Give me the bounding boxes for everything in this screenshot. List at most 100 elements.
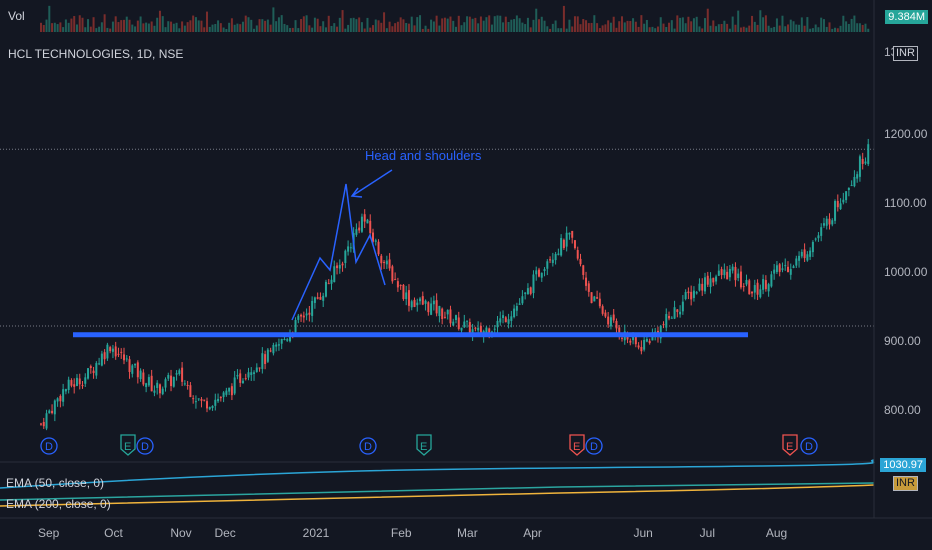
candle-body (538, 269, 540, 277)
candle-body (659, 325, 662, 339)
volume-bar (297, 28, 300, 32)
candle-body (842, 199, 845, 203)
pattern-annotation[interactable]: Head and shoulders (365, 148, 482, 163)
volume-bar (457, 15, 460, 33)
ema50-legend[interactable]: EMA (50, close, 0) (6, 476, 105, 490)
volume-bar (228, 22, 231, 32)
volume-bar (662, 23, 665, 32)
candle-body (811, 241, 814, 253)
volume-bar (175, 22, 178, 32)
volume-bar (305, 15, 308, 32)
dividend-marker (40, 437, 58, 455)
candle-body (800, 251, 803, 257)
candle-body (452, 321, 455, 326)
symbol-title[interactable]: HCL TECHNOLOGIES, 1D, NSE (8, 47, 184, 61)
candle-body (679, 311, 682, 315)
candle-body (839, 203, 842, 210)
volume-bar (236, 23, 239, 32)
volume-bar (211, 24, 214, 32)
volume-bar (388, 21, 391, 32)
candle-body (294, 320, 297, 333)
candle-body (142, 372, 145, 385)
candle-body (739, 271, 742, 288)
y-tick-label: 900.00 (884, 334, 921, 348)
volume-bar (648, 27, 651, 32)
candle-body (557, 253, 560, 255)
candle-body (441, 308, 444, 319)
candle-body (147, 377, 150, 386)
dividend-marker (136, 437, 154, 455)
candle-body (858, 156, 861, 177)
volume-bar (244, 15, 247, 32)
candle-body (457, 317, 460, 329)
volume-bar (114, 16, 117, 32)
candle-body (208, 407, 211, 410)
volume-bar (308, 25, 311, 32)
candle-body (504, 317, 507, 323)
candle-body (228, 387, 231, 392)
volume-bar (621, 16, 623, 32)
candle-body (134, 363, 137, 366)
volume-bar (515, 15, 518, 32)
candle-body (308, 312, 311, 315)
volume-bar (679, 17, 682, 32)
volume-bar (64, 19, 67, 32)
volume-bar (51, 23, 54, 32)
volume-bar (98, 26, 101, 32)
candle-body (336, 265, 339, 269)
volume-bar (197, 20, 200, 32)
candle-body (438, 305, 441, 316)
candle-body (701, 283, 704, 291)
volume-bar (103, 14, 106, 33)
volume-bar (419, 15, 422, 32)
candle-body (289, 334, 291, 342)
candle-body (560, 238, 563, 256)
volume-bar (532, 19, 535, 32)
candle-body (62, 389, 65, 402)
y-tick-label: 1100.00 (884, 196, 927, 210)
dividend-marker (359, 437, 377, 455)
volume-bar (836, 28, 839, 32)
candle-body (784, 265, 787, 267)
candle-body (468, 322, 471, 335)
candle-body (200, 399, 203, 401)
price-axis[interactable]: 1200.00 1100.00 1000.00 900.00 800.00 (884, 127, 928, 417)
volume-bar (789, 19, 792, 32)
volume-bar (156, 17, 159, 32)
volume-bar (73, 16, 76, 32)
volume-bar (709, 25, 712, 32)
volume-bar (336, 26, 339, 32)
x-tick-label: Jun (634, 526, 653, 540)
candle-body (106, 344, 109, 359)
candle-body (258, 367, 261, 369)
volume-bar (681, 17, 684, 32)
volume-bar (773, 26, 776, 32)
volume-bar (864, 23, 867, 32)
candle-body (42, 421, 45, 427)
volume-bar (834, 27, 837, 32)
volume-bar (538, 19, 540, 32)
volume-bar (145, 22, 148, 32)
volume-label: Vol (8, 9, 25, 23)
time-axis[interactable]: Sep Oct Nov Dec 2021 Feb Mar Apr Jun Jul Aug (38, 526, 787, 540)
volume-bar (543, 20, 546, 32)
candle-body (421, 296, 424, 305)
volume-bar (181, 21, 184, 32)
candle-body (781, 268, 784, 270)
user-drawings[interactable] (73, 169, 748, 338)
volume-bar (734, 24, 737, 32)
volume-bar (820, 17, 823, 32)
volume-bar (460, 25, 463, 32)
volume-bar (692, 18, 695, 32)
candle-body (565, 232, 568, 247)
candle-body (726, 271, 729, 280)
volume-bar (230, 18, 233, 32)
ema200-legend[interactable]: EMA (200, close, 0) (6, 497, 111, 511)
volume-bar (275, 21, 278, 32)
currency-badge[interactable]: INR (893, 46, 918, 61)
candle-body (405, 292, 408, 300)
volume-bar (690, 21, 693, 32)
candle-body (358, 227, 361, 231)
